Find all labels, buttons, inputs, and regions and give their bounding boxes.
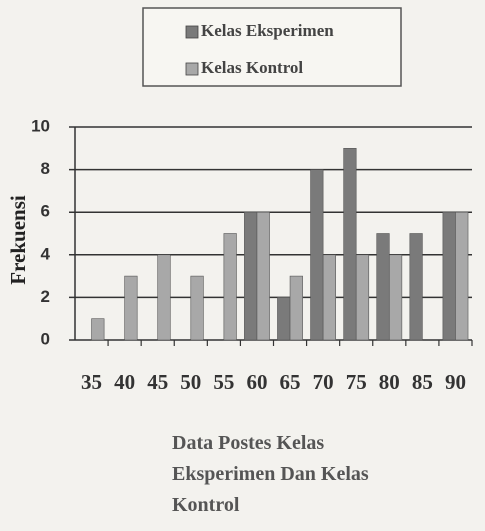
bar xyxy=(343,148,357,341)
bar xyxy=(355,254,370,341)
y-tick-label: 8 xyxy=(41,159,50,178)
y-tick-label: 4 xyxy=(41,244,51,263)
chart-title: Data Postes Kelas Eksperimen Dan Kelas K… xyxy=(172,432,369,516)
y-tick-label: 6 xyxy=(41,202,50,221)
legend-swatch xyxy=(185,62,199,76)
x-tick-label: 85 xyxy=(412,370,433,394)
y-tick-label: 2 xyxy=(41,287,50,306)
legend-swatch xyxy=(185,25,199,39)
bar xyxy=(388,254,403,341)
x-tick-label: 65 xyxy=(280,370,301,394)
x-tick-label: 35 xyxy=(81,370,102,394)
bar xyxy=(223,233,237,341)
bar xyxy=(190,275,204,341)
bar xyxy=(256,211,270,341)
bar xyxy=(310,169,324,341)
x-tick-label: 60 xyxy=(246,370,267,394)
bar xyxy=(322,254,336,341)
x-tick-label: 70 xyxy=(313,370,334,394)
y-tick-label: 0 xyxy=(41,329,50,348)
bar xyxy=(376,233,390,341)
x-tick-label: 50 xyxy=(180,370,201,394)
bar xyxy=(277,297,291,341)
x-tick-label: 90 xyxy=(445,370,466,394)
legend-label: Kelas Kontrol xyxy=(201,58,303,77)
bar xyxy=(289,275,303,341)
x-tick-label: 75 xyxy=(346,370,367,394)
y-axis-label: Frekuensi xyxy=(6,195,30,285)
bar xyxy=(409,233,423,341)
legend-label: Kelas Eksperimen xyxy=(201,21,334,40)
x-tick-label: 55 xyxy=(213,370,234,394)
bar xyxy=(442,211,456,341)
x-tick-label: 40 xyxy=(114,370,135,394)
bar xyxy=(157,254,171,341)
bar xyxy=(455,211,469,341)
y-tick-label: 10 xyxy=(31,116,50,135)
bar xyxy=(124,275,138,341)
bar xyxy=(244,211,258,341)
bar xyxy=(91,318,105,341)
x-tick-label: 80 xyxy=(379,370,400,394)
x-tick-label: 45 xyxy=(147,370,168,394)
